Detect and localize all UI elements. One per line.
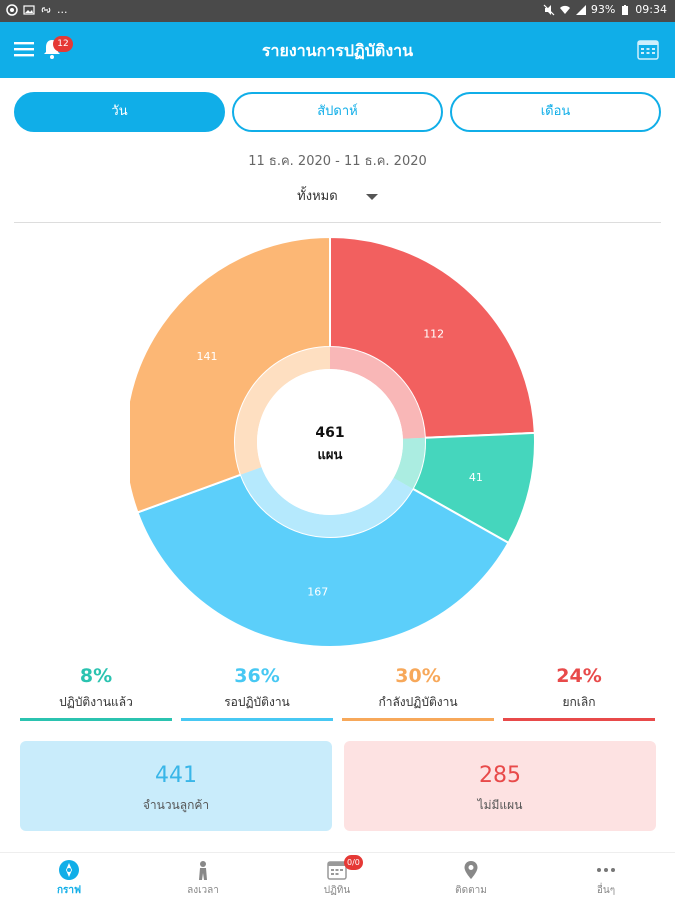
- stat-underline: [181, 718, 333, 721]
- stat-label: กำลังปฏิบัติงาน: [378, 695, 458, 709]
- stat-in-progress: 30% กำลังปฏิบัติงาน: [342, 665, 494, 721]
- donut-inner-ring: [240, 467, 413, 537]
- tab-month[interactable]: เดือน: [450, 92, 661, 132]
- calendar-icon[interactable]: [637, 38, 659, 60]
- page-title: รายงานการปฏิบัติงาน: [261, 41, 414, 60]
- stat-label: รอปฏิบัติงาน: [224, 695, 290, 709]
- status-left-icons: ...: [6, 3, 68, 16]
- nav-label: ติดตาม: [455, 885, 487, 896]
- status-filter-dropdown[interactable]: ทั้งหมด: [0, 185, 675, 206]
- status-donut-chart: 461 แผน 112 41 167 141: [130, 235, 536, 648]
- compass-icon: [59, 860, 79, 880]
- clock: 09:34: [635, 3, 667, 16]
- donut-slice[interactable]: [130, 235, 331, 514]
- pin-icon: [464, 861, 478, 879]
- stat-underline: [342, 718, 494, 721]
- chrome-icon: [6, 3, 18, 16]
- wifi-icon: [559, 5, 570, 14]
- stat-cancelled: 24% ยกเลิก: [503, 665, 655, 721]
- notification-badge: 12: [53, 36, 73, 52]
- date-range: 11 ธ.ค. 2020 - 11 ธ.ค. 2020: [248, 154, 427, 169]
- filter-selected: ทั้งหมด: [297, 189, 338, 204]
- customer-count-label: จำนวนลูกค้า: [142, 798, 210, 812]
- nav-label: ปฏิทิน: [323, 885, 351, 896]
- menu-icon[interactable]: [14, 40, 34, 58]
- status-bar: ... 93% 09:34: [0, 0, 675, 22]
- stat-percent: 8%: [79, 665, 113, 687]
- nav-calendar[interactable]: 0/0 ปฏิทิน: [292, 855, 382, 898]
- donut-slice-label: 41: [469, 471, 483, 484]
- gallery-icon: [23, 4, 35, 15]
- calendar-badge: 0/0: [344, 855, 363, 870]
- battery-percent: 93%: [590, 3, 616, 16]
- donut-slice[interactable]: [329, 235, 536, 439]
- stat-percent: 24%: [556, 665, 602, 687]
- battery-icon: [622, 4, 629, 15]
- donut-slice-label: 112: [423, 328, 444, 341]
- stat-label: ปฏิบัติงานแล้ว: [59, 695, 133, 709]
- nav-label: ลงเวลา: [187, 885, 219, 896]
- no-plan-value: 285: [479, 763, 521, 788]
- donut-inner-ring: [235, 347, 330, 475]
- donut-center: [257, 369, 403, 515]
- donut-total-value: 461: [315, 425, 344, 441]
- calendar-icon: [327, 861, 347, 880]
- nav-tracking[interactable]: ติดตาม: [426, 859, 516, 898]
- nav-graph[interactable]: กราฟ: [24, 859, 114, 898]
- bottom-navigation: กราฟ ลงเวลา 0/0 ปฏิทิน ติดตาม อื่นๆ: [0, 852, 675, 901]
- status-more: ...: [57, 3, 68, 16]
- donut-total-unit: แผน: [318, 448, 343, 463]
- status-right: 93% 09:34: [543, 3, 667, 16]
- nav-label: กราฟ: [56, 885, 82, 896]
- stat-label: ยกเลิก: [562, 695, 596, 709]
- nav-more[interactable]: อื่นๆ: [561, 859, 651, 898]
- chevron-down-icon: [365, 193, 378, 200]
- stat-percent: 30%: [395, 665, 441, 687]
- customer-count-card[interactable]: 441 จำนวนลูกค้า: [20, 741, 332, 831]
- nav-check-in[interactable]: ลงเวลา: [158, 859, 248, 898]
- signal-icon: [575, 4, 586, 15]
- mute-icon: [543, 4, 555, 15]
- divider: [14, 222, 661, 223]
- donut-slice[interactable]: [136, 473, 510, 648]
- stat-underline: [503, 718, 655, 721]
- stat-completed: 8% ปฏิบัติงานแล้ว: [20, 665, 172, 721]
- tab-day[interactable]: วัน: [14, 92, 225, 132]
- donut-inner-ring: [393, 437, 425, 489]
- donut-inner-ring: [330, 347, 425, 439]
- customer-count-value: 441: [155, 763, 197, 788]
- no-plan-card[interactable]: 285 ไม่มีแผน: [344, 741, 656, 831]
- donut-slice-label: 167: [307, 585, 328, 598]
- stat-percent: 36%: [234, 665, 280, 687]
- more-icon: [597, 868, 615, 872]
- link-icon: [41, 6, 51, 13]
- nav-label: อื่นๆ: [596, 885, 616, 896]
- stat-underline: [20, 718, 172, 721]
- donut-slice-label: 141: [197, 350, 218, 363]
- app-bar: 12 รายงานการปฏิบัติงาน: [0, 22, 675, 78]
- person-icon: [199, 861, 207, 880]
- stat-waiting: 36% รอปฏิบัติงาน: [181, 665, 333, 721]
- no-plan-label: ไม่มีแผน: [477, 798, 523, 812]
- tab-week[interactable]: สัปดาห์: [232, 92, 443, 132]
